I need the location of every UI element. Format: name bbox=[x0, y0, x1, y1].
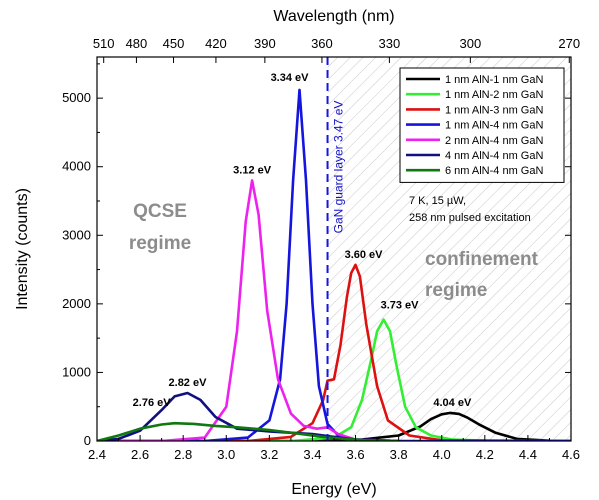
conditions-text: 7 K, 15 µW, bbox=[409, 195, 466, 207]
legend-label: 2 nm AlN-4 nm GaN bbox=[445, 135, 543, 147]
confinement-region-label: confinement bbox=[425, 249, 539, 270]
x-tick-label: 4.0 bbox=[433, 447, 451, 462]
legend: 1 nm AlN-1 nm GaN 1 nm AlN-2 nm GaN 1 nm A… bbox=[399, 67, 565, 183]
top-tick-label: 390 bbox=[254, 36, 276, 51]
peak-labels: 3.34 eV 3.12 eV 3.60 eV 3.73 eV 2.82 eV 2.76 … bbox=[133, 72, 472, 409]
y-tick-label: 2000 bbox=[62, 296, 91, 311]
x-tick-label: 2.8 bbox=[174, 447, 192, 462]
legend-label: 1 nm AlN-1 nm GaN bbox=[445, 74, 543, 86]
top-axis-title: Wavelength (nm) bbox=[273, 8, 394, 25]
confinement-region-label-line2: regime bbox=[425, 280, 487, 301]
top-tick-label: 300 bbox=[459, 36, 481, 51]
peak-label: 2.82 eV bbox=[169, 377, 208, 389]
top-tick-label: 510 bbox=[93, 36, 115, 51]
top-tick-label: 330 bbox=[379, 36, 401, 51]
series-layer bbox=[97, 88, 571, 441]
y-tick-label: 1000 bbox=[62, 364, 91, 379]
qcse-region-label-line2: regime bbox=[129, 233, 191, 254]
peak-label: 3.12 eV bbox=[233, 164, 272, 176]
top-tick-label: 420 bbox=[205, 36, 227, 51]
x-tick-label: 3.8 bbox=[390, 447, 408, 462]
x-tick-label: 3.4 bbox=[303, 447, 321, 462]
y-tick-label: 4000 bbox=[62, 159, 91, 174]
series-line-5 bbox=[97, 179, 399, 441]
legend-label: 6 nm AlN-4 nm GaN bbox=[445, 165, 543, 177]
x-tick-label: 3.6 bbox=[347, 447, 365, 462]
top-tick-label: 450 bbox=[163, 36, 185, 51]
legend-label: 1 nm AlN-4 nm GaN bbox=[445, 120, 543, 132]
x-tick-label: 4.2 bbox=[476, 447, 494, 462]
y-tick-label: 3000 bbox=[62, 227, 91, 242]
series-line-7 bbox=[97, 421, 399, 441]
top-tick-label: 270 bbox=[558, 36, 580, 51]
guard-layer-label: GaN guard layer 3.47 eV bbox=[332, 101, 346, 234]
peak-label: 3.60 eV bbox=[345, 249, 384, 261]
qcse-region-label: QCSE bbox=[133, 201, 187, 222]
conditions-text-line2: 258 nm pulsed excitation bbox=[409, 212, 531, 224]
x-tick-label: 3.2 bbox=[260, 447, 278, 462]
peak-label: 2.76 eV bbox=[133, 397, 172, 409]
legend-label: 1 nm AlN-3 nm GaN bbox=[445, 104, 543, 116]
x-tick-label: 3.0 bbox=[217, 447, 235, 462]
peak-label: 3.34 eV bbox=[271, 72, 310, 84]
series-line-1 bbox=[97, 411, 571, 441]
legend-label: 4 nm AlN-4 nm GaN bbox=[445, 150, 543, 162]
x-tick-label: 2.6 bbox=[131, 447, 149, 462]
peak-label: 4.04 eV bbox=[433, 397, 472, 409]
x-axis-title: Energy (eV) bbox=[291, 481, 376, 498]
x-tick-label: 4.4 bbox=[519, 447, 537, 462]
y-tick-label: 5000 bbox=[62, 90, 91, 105]
top-tick-label: 360 bbox=[311, 36, 333, 51]
series-line-3 bbox=[97, 263, 571, 441]
x-tick-label: 4.6 bbox=[562, 447, 580, 462]
y-axis-title: Intensity (counts) bbox=[14, 188, 31, 310]
x-tick-label: 2.4 bbox=[88, 447, 106, 462]
axis-ticks: 2.4 2.6 2.8 3.0 3.2 3.4 3.6 3.8 4.0 4.2 4.4 4.6 0 100… bbox=[62, 36, 580, 462]
y-tick-label: 0 bbox=[84, 433, 91, 448]
top-tick-label: 480 bbox=[126, 36, 148, 51]
legend-label: 1 nm AlN-2 nm GaN bbox=[445, 89, 543, 101]
peak-label: 3.73 eV bbox=[381, 300, 420, 312]
